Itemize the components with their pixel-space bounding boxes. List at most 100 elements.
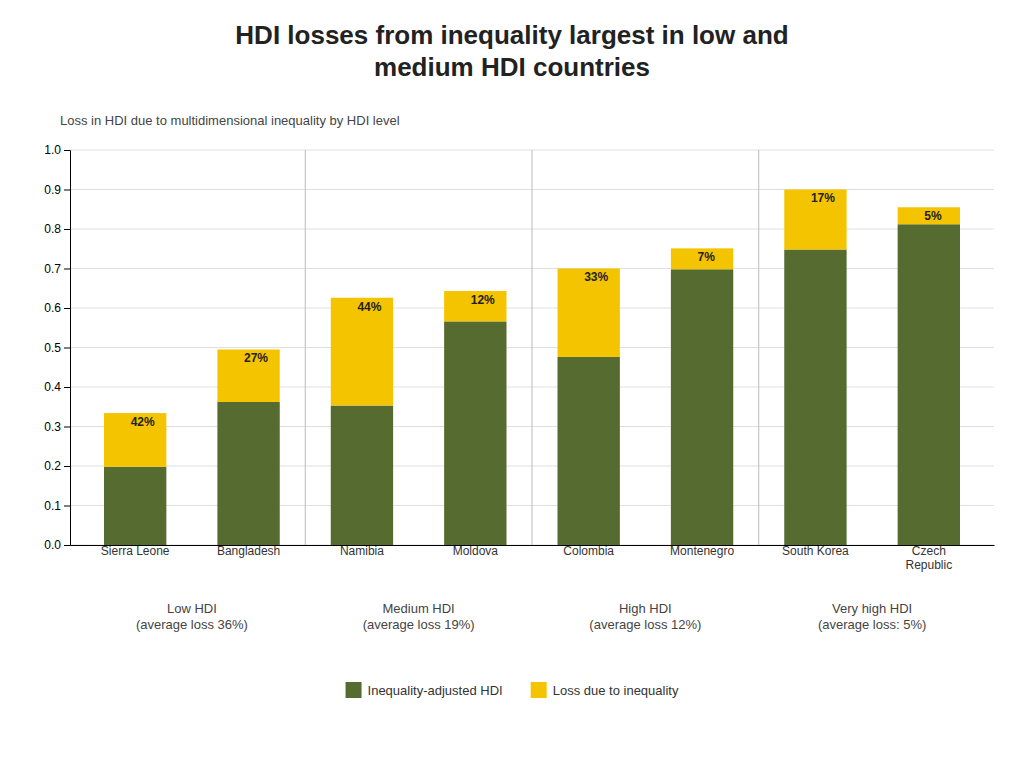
text-line: Sierra Leone <box>101 544 170 558</box>
tick: 0.2 <box>44 459 70 473</box>
annotation: 44% <box>357 300 381 314</box>
tick-mark <box>64 427 70 428</box>
tick: Sierra Leone <box>101 544 170 558</box>
bar <box>898 224 960 545</box>
bar <box>898 207 960 224</box>
subtitle: Loss in HDI due to multidimensional ineq… <box>60 113 400 128</box>
legend: Inequality-adjusted HDI Loss due to inequ… <box>346 682 679 698</box>
bar <box>217 402 279 545</box>
series <box>104 190 960 467</box>
group-separator <box>758 150 759 545</box>
tick-label: CzechRepublic <box>905 544 952 572</box>
bar <box>217 349 279 402</box>
tick: 0.6 <box>44 301 70 315</box>
tick-label: 0.0 <box>44 538 61 552</box>
tick-label: 0.9 <box>44 183 61 197</box>
text-line: Namibia <box>340 544 384 558</box>
tick: 0.3 <box>44 420 70 434</box>
text-line: High HDI <box>619 601 672 616</box>
tick: 0.9 <box>44 183 70 197</box>
text-line: Czech <box>912 544 946 558</box>
tick: Montenegro <box>670 544 734 558</box>
tick-label: Sierra Leone <box>101 544 170 558</box>
tick-mark <box>64 466 70 467</box>
bar <box>558 357 620 545</box>
tick-mark <box>64 269 70 270</box>
group-label: Medium HDI(average loss 19%) <box>363 601 475 632</box>
group-separators <box>305 150 758 545</box>
tick: 0.5 <box>44 341 70 355</box>
tick-label: 0.1 <box>44 499 61 513</box>
text-line: Moldova <box>453 544 499 558</box>
legend-swatch <box>531 682 547 698</box>
legend-swatch <box>346 682 362 698</box>
text-line: Colombia <box>563 544 614 558</box>
tick-label: Namibia <box>340 544 384 558</box>
legend-item: Loss due to inequality <box>531 682 679 698</box>
tick: 0.4 <box>44 380 70 394</box>
tick: Bangladesh <box>217 544 280 558</box>
text-line: Bangladesh <box>217 544 280 558</box>
tick-label: 0.6 <box>44 301 61 315</box>
tick-label: 0.7 <box>44 262 61 276</box>
group-label: Very high HDI(average loss: 5%) <box>818 601 926 632</box>
x-axis: Sierra Leone Bangladesh Namibia Moldova Colo… <box>71 544 995 572</box>
tick-label: Moldova <box>453 544 499 558</box>
legend-label: Inequality-adjusted HDI <box>368 683 503 698</box>
bar <box>104 467 166 545</box>
tick: 1.0 <box>44 143 70 157</box>
annotation: 12% <box>471 293 495 307</box>
tick-label: Colombia <box>563 544 614 558</box>
annotation: 33% <box>584 270 608 284</box>
text-line: (average loss 19%) <box>363 617 475 632</box>
series <box>104 224 960 545</box>
tick: 0.8 <box>44 222 70 236</box>
tick-label: Bangladesh <box>217 544 280 558</box>
tick: Colombia <box>563 544 614 558</box>
annotation: 5% <box>924 209 942 223</box>
text-line: medium HDI countries <box>374 52 650 82</box>
tick-mark <box>64 229 70 230</box>
bar <box>671 248 733 269</box>
tick-mark <box>64 506 70 507</box>
tick: South Korea <box>782 544 849 558</box>
group-label: High HDI(average loss 12%) <box>589 601 701 632</box>
tick-label: 1.0 <box>44 143 61 157</box>
annotation: 27% <box>244 351 268 365</box>
chart: HDI losses from inequality largest in lo… <box>0 0 1024 768</box>
bar <box>331 298 393 406</box>
tick-mark <box>64 387 70 388</box>
tick-mark <box>64 190 70 191</box>
tick-mark <box>64 348 70 349</box>
tick: Namibia <box>340 544 384 558</box>
text-line: Medium HDI <box>383 601 455 616</box>
axis-line <box>64 151 71 546</box>
tick: 0.7 <box>44 262 70 276</box>
legend-label: Loss due to inequality <box>553 683 679 698</box>
group-labels: Low HDI(average loss 36%)Medium HDI(aver… <box>136 601 926 632</box>
tick-label: South Korea <box>782 544 849 558</box>
annotation: 7% <box>698 250 716 264</box>
annotation: 17% <box>811 191 835 205</box>
tick: 0.0 <box>44 538 70 552</box>
grid <box>70 150 994 545</box>
bar <box>444 291 506 321</box>
bar <box>671 269 733 545</box>
annotations: 42%27%44%12%33%7%17%5% <box>131 191 942 429</box>
bar <box>444 321 506 545</box>
y-axis: 0.0 0.1 0.2 0.3 0.4 0.5 0.6 0.7 0.8 0.9 1.0 <box>44 143 70 552</box>
tick: 0.1 <box>44 499 70 513</box>
group-separator <box>305 150 306 545</box>
group-label: Low HDI(average loss 36%) <box>136 601 248 632</box>
bar <box>104 413 166 467</box>
tick-mark <box>64 150 70 151</box>
text-line: Montenegro <box>670 544 734 558</box>
tick-mark <box>64 308 70 309</box>
tick-mark <box>64 545 70 546</box>
tick-label: 0.5 <box>44 341 61 355</box>
text-line: Republic <box>905 558 952 572</box>
tick: Moldova <box>453 544 499 558</box>
text-line: Very high HDI <box>832 601 912 616</box>
bar <box>784 190 846 250</box>
text-line: (average loss 12%) <box>589 617 701 632</box>
